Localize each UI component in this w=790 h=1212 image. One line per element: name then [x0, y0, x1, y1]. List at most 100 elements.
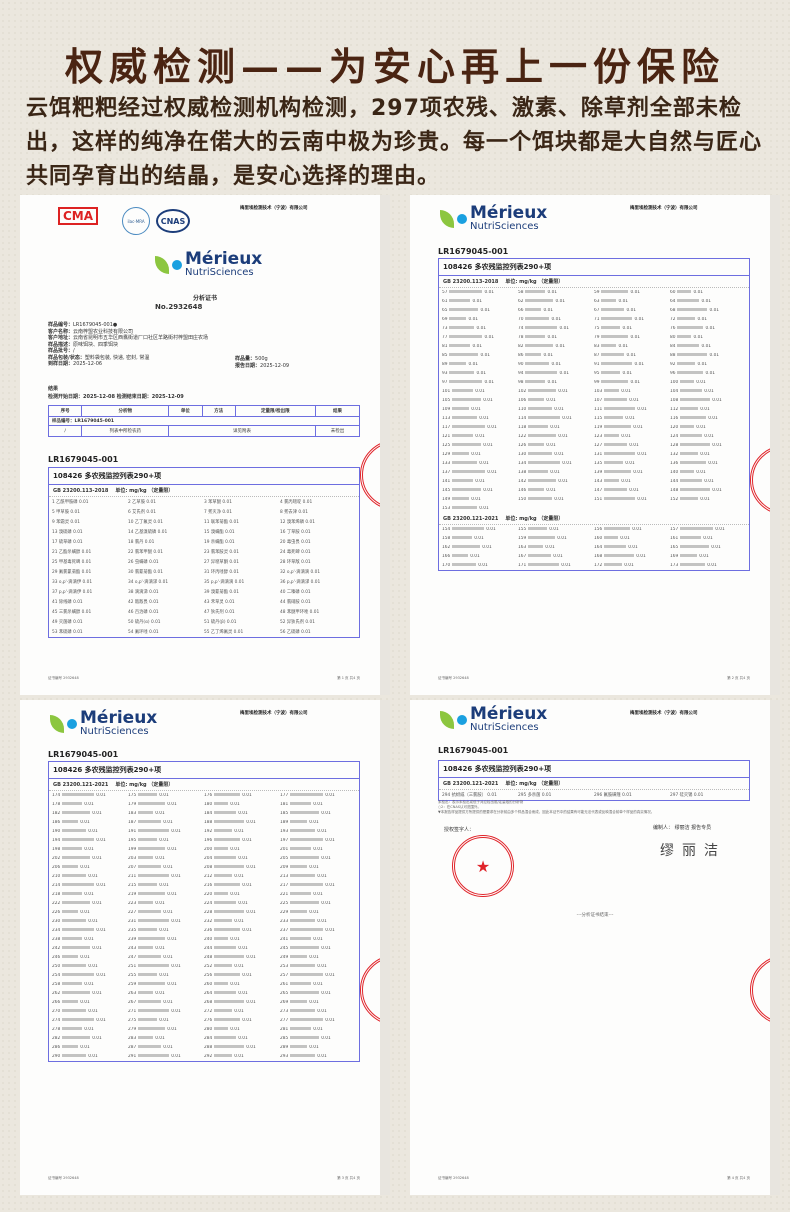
- result-cell: 列表中所检农药: [81, 425, 170, 437]
- pesticide-item: 212 0.01: [204, 874, 244, 879]
- pesticide-item: 80 0.01: [670, 335, 704, 340]
- notes: 未检出：表示未检出或低于对应检出限/定量限的分析物 ○2：在CNAS认可范围外。 ▼…: [438, 800, 750, 815]
- pesticide-item: 14 乙基溴硫磷 0.01: [128, 530, 168, 535]
- pesticide-item: 181 0.01: [280, 802, 323, 807]
- pesticide-item: 148 0.01: [670, 488, 722, 493]
- result-cell: 未检出: [314, 425, 361, 437]
- pesticide-item: 264 0.01: [204, 991, 248, 996]
- test-dates: 检测开始日期：2025-12-08 检测结束日期：2025-12-09: [48, 394, 184, 400]
- pesticide-item: 155 0.01: [518, 527, 559, 532]
- pesticide-item: 34 o,p'-滴滴涕 0.01: [128, 580, 169, 585]
- pesticide-item: 86 0.01: [518, 353, 554, 358]
- pesticide-item: 270 0.01: [52, 1009, 98, 1014]
- pesticide-item: 48 苯醚甲环唑 0.01: [280, 610, 320, 615]
- pesticide-item: 77 0.01: [442, 335, 495, 340]
- pesticide-item: 295 多杀菌 0.01: [518, 793, 552, 798]
- pesticide-item: 143 0.01: [594, 479, 631, 484]
- pesticide-item: 31 环丙唑醇 0.01: [204, 570, 239, 575]
- pesticide-item: 267 0.01: [128, 1000, 173, 1005]
- pesticide-item: 239 0.01: [128, 937, 177, 942]
- cert-number: No.2932648: [155, 303, 203, 311]
- pesticide-item: 252 0.01: [204, 964, 244, 969]
- pesticide-item: 289 0.01: [280, 1045, 319, 1050]
- merieux-logo: Mérieux NutriSciences: [440, 205, 547, 232]
- pesticide-item: 42 敌敌畏 0.01: [128, 600, 159, 605]
- field-row: 样品编号：LR1679045-001●: [48, 322, 208, 329]
- pesticide-item: 208 0.01: [204, 865, 256, 870]
- pesticide-item: 274 0.01: [52, 1018, 106, 1023]
- pesticide-item: 1 乙酰甲胺磷 0.01: [52, 500, 89, 505]
- sample-id: LR1679045-001: [48, 455, 119, 464]
- pesticide-item: 140 0.01: [670, 470, 706, 475]
- field-value: 原味饵块、四季饵块: [73, 341, 119, 348]
- pesticide-item: 260 0.01: [204, 982, 240, 987]
- pesticide-item: 241 0.01: [280, 937, 323, 942]
- pesticide-item: 144 0.01: [670, 479, 714, 484]
- pesticide-item: 203 0.01: [128, 856, 165, 861]
- pesticide-item: 117 0.01: [442, 425, 497, 430]
- pesticide-item: 196 0.01: [204, 838, 252, 843]
- pesticide-item: 138 0.01: [518, 470, 560, 475]
- pesticide-item: 198 0.01: [52, 847, 94, 852]
- pesticide-item: 275 0.01: [128, 1018, 169, 1023]
- pesticide-item: 62 0.01: [518, 299, 566, 304]
- pesticide-item: 210 0.01: [52, 874, 98, 879]
- pesticide-item: 112 0.01: [670, 407, 710, 412]
- pesticide-item: 262 0.01: [52, 991, 102, 996]
- company-address: 梅里埃检测技术（宁波）有限公司: [240, 206, 308, 211]
- pesticide-item: 149 0.01: [442, 497, 481, 502]
- pesticide-item: 2 乙草胺 0.01: [128, 500, 156, 505]
- pesticide-item: 167 0.01: [518, 554, 563, 559]
- pesticide-item: 49 灭菌磷 0.01: [52, 620, 83, 625]
- pesticide-item: 25 甲基毒死蜱 0.01: [52, 560, 92, 565]
- pesticide-item: 29 氟氯氰菊酯 0.01: [52, 570, 92, 575]
- pesticide-item: 124 0.01: [670, 434, 714, 439]
- pesticide-item: 8 莠去津 0.01: [280, 510, 308, 515]
- pesticide-item: 235 0.01: [128, 928, 169, 933]
- pesticide-item: 121 0.01: [442, 434, 485, 439]
- pesticide-item: 46 百治磷 0.01: [128, 610, 159, 615]
- result-label: 结果: [48, 386, 59, 392]
- pesticide-item: 261 0.01: [280, 982, 323, 987]
- pesticide-item: 164 0.01: [594, 545, 638, 550]
- pesticide-item: 128 0.01: [670, 443, 722, 448]
- pesticide-item: 147 0.01: [594, 488, 639, 493]
- pesticide-item: 296 氟胺磺隆 0.01: [594, 793, 632, 798]
- sample-id: LR1679045-001: [438, 247, 509, 256]
- pesticide-item: 169 0.01: [670, 554, 709, 559]
- pesticide-item: 159 0.01: [518, 536, 567, 541]
- pesticide-item: 12 溴苯烯磷 0.01: [280, 520, 315, 525]
- field-row: 样品包装/状态：塑料袋包装, 快递, 密封, 常温: [48, 355, 208, 362]
- result-cell: /: [47, 425, 83, 437]
- field-row: 样品批号：/: [48, 348, 208, 355]
- pesticide-item: 23 氯苯胺灵 0.01: [204, 550, 239, 555]
- standard: GB 23200.121-2021: [53, 782, 109, 788]
- pesticide-item: 24 毒死蜱 0.01: [280, 550, 311, 555]
- pesticide-item: 277 0.01: [280, 1018, 335, 1023]
- pesticide-item: 229 0.01: [280, 910, 319, 915]
- pesticide-item: 123 0.01: [594, 434, 631, 439]
- pesticide-item: 217 0.01: [280, 883, 335, 888]
- certificate-page-4: Mérieux NutriSciences 梅里埃检测技术（宁波）有限公司 LR1…: [410, 700, 780, 1195]
- pesticide-item: 249 0.01: [280, 955, 319, 960]
- result-table: 序号 分析物 单位 方法 定量限/检出限 结果 样品编号：LR1679045-001/列表中…: [47, 405, 361, 437]
- pesticide-item: 248 0.01: [204, 955, 256, 960]
- pesticide-item: 57 0.01: [442, 290, 495, 295]
- pesticide-item: 142 0.01: [518, 479, 568, 484]
- pesticide-item: 231 0.01: [128, 919, 181, 924]
- pesticide-item: 158 0.01: [442, 536, 484, 541]
- pesticide-item: 40 二嗪磷 0.01: [280, 590, 311, 595]
- pesticide-item: 130 0.01: [518, 452, 564, 457]
- pesticide-item: 74 0.01: [518, 326, 570, 331]
- sample-qty: 样品量：500g: [235, 356, 268, 362]
- pesticide-item: 281 0.01: [280, 1027, 323, 1032]
- result-cell: 详见附表: [168, 425, 316, 437]
- pesticide-item: 185 0.01: [280, 811, 331, 816]
- pesticide-item: 194 0.01: [52, 838, 106, 843]
- pesticide-item: 33 o,p'-滴滴伊 0.01: [52, 580, 93, 585]
- pesticide-item: 122 0.01: [518, 434, 568, 439]
- pesticide-item: 75 0.01: [594, 326, 633, 331]
- pesticide-item: 59 0.01: [594, 290, 641, 295]
- pesticide-item: 136 0.01: [670, 461, 718, 466]
- pesticide-item: 276 0.01: [204, 1018, 252, 1023]
